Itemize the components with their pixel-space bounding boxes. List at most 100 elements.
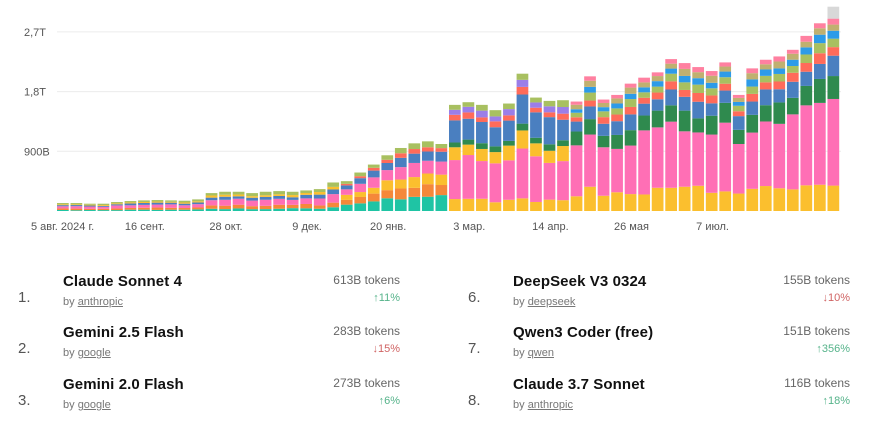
bar-segment [611, 121, 623, 135]
bar-stack[interactable] [692, 67, 705, 211]
bar-segment [570, 196, 583, 211]
bar-segment [530, 143, 542, 157]
model-row-3[interactable]: 3. Gemini 2.0 Flash by google 273B token… [18, 376, 408, 426]
bar-stack[interactable] [286, 191, 299, 211]
bar-stack[interactable] [476, 104, 488, 211]
bar-stack[interactable] [597, 99, 610, 211]
model-row-7[interactable]: 7. Qwen3 Coder (free) by qwen 151B token… [468, 324, 858, 374]
bar-stack[interactable] [111, 202, 123, 211]
bar-stack[interactable] [205, 193, 218, 211]
bar-stack[interactable] [151, 200, 164, 211]
bar-stack[interactable] [503, 103, 515, 211]
bar-stack[interactable] [219, 191, 231, 211]
bar-segment [219, 191, 231, 195]
model-row-8[interactable]: 8. Claude 3.7 Sonnet by anthropic 116B t… [468, 376, 858, 426]
bar-segment [503, 145, 515, 161]
model-name[interactable]: Gemini 2.0 Flash [63, 376, 184, 393]
bar-stack[interactable] [421, 141, 434, 211]
bar-stack[interactable] [543, 100, 556, 211]
bar-stack[interactable] [124, 201, 137, 211]
bar-stack[interactable] [97, 203, 110, 211]
bar-segment [611, 134, 623, 149]
bar-stack[interactable] [57, 203, 69, 211]
bar-stack[interactable] [570, 101, 583, 211]
bar-stack[interactable] [313, 189, 326, 211]
bar-stack[interactable] [813, 23, 826, 211]
bar-stack[interactable] [84, 203, 96, 211]
bar-segment [408, 177, 421, 188]
bar-segment [584, 76, 596, 81]
bar-stack[interactable] [340, 181, 353, 211]
bar-stack[interactable] [367, 164, 380, 211]
bar-stack[interactable] [354, 172, 367, 211]
bar-stack[interactable] [557, 100, 569, 211]
bar-stack[interactable] [232, 191, 245, 211]
bar-stack[interactable] [705, 71, 718, 211]
bar-stack[interactable] [759, 59, 772, 211]
bar-stack[interactable] [719, 62, 732, 211]
bar-stack[interactable] [624, 83, 637, 211]
model-author-link[interactable]: qwen [527, 347, 554, 359]
bar-stack[interactable] [192, 199, 204, 211]
bar-segment [530, 137, 542, 144]
bar-stack[interactable] [489, 110, 502, 211]
bar-stack[interactable] [381, 155, 394, 211]
bar-stack[interactable] [462, 102, 475, 211]
bar-stack[interactable] [259, 191, 272, 211]
bar-segment [70, 210, 83, 211]
model-name[interactable]: Gemini 2.5 Flash [63, 324, 184, 341]
bar-stack[interactable] [273, 191, 285, 211]
bar-stack[interactable] [449, 104, 461, 211]
bar-stack[interactable] [678, 63, 691, 211]
model-name[interactable]: DeepSeek V3 0324 [513, 273, 647, 290]
bar-segment [692, 84, 705, 93]
model-name[interactable]: Qwen3 Coder (free) [513, 324, 654, 341]
model-name[interactable]: Claude Sonnet 4 [63, 273, 183, 290]
token-usage-chart: 900B 1,8T 2,7T 5 авг. 2024 г. 16 сент. 28 ок… [24, 6, 841, 233]
bar-stack[interactable] [786, 49, 799, 211]
bar-stack[interactable] [530, 97, 542, 211]
bar-segment [300, 190, 313, 193]
bar-segment [611, 98, 623, 104]
bar-stack[interactable] [300, 190, 313, 211]
bar-stack[interactable] [435, 144, 448, 211]
bar-stack[interactable] [516, 73, 529, 211]
model-author-link[interactable]: anthropic [77, 296, 123, 308]
bar-stack[interactable] [651, 72, 664, 211]
bar-segment [192, 207, 204, 210]
bar-segment [178, 205, 191, 209]
bar-stack[interactable] [394, 147, 407, 211]
model-author-link[interactable]: anthropic [527, 399, 573, 411]
model-row-2[interactable]: 2. Gemini 2.5 Flash by google 283B token… [18, 324, 408, 374]
bar-stack[interactable] [732, 94, 745, 211]
bar-stack[interactable] [246, 193, 258, 211]
bar-segment [354, 172, 367, 177]
bar-segment [327, 194, 340, 203]
bar-stack-group [57, 6, 840, 211]
bar-stack[interactable] [746, 68, 759, 211]
bar-stack[interactable] [70, 203, 83, 211]
bar-stack[interactable] [165, 200, 177, 211]
bar-stack[interactable] [327, 182, 340, 211]
model-name[interactable]: Claude 3.7 Sonnet [513, 376, 645, 393]
model-author-link[interactable]: google [77, 399, 111, 411]
model-author-link[interactable]: google [77, 347, 111, 359]
model-row-6[interactable]: 6. DeepSeek V3 0324 by deepseek 155B tok… [468, 273, 858, 323]
bar-segment [530, 156, 542, 202]
bar-stack[interactable] [827, 6, 840, 211]
bar-segment [692, 67, 705, 73]
bar-segment [705, 82, 718, 89]
bar-segment [516, 73, 529, 80]
bar-stack[interactable] [638, 77, 650, 211]
model-row-1[interactable]: 1. Claude Sonnet 4 by anthropic 613B tok… [18, 273, 408, 323]
bar-stack[interactable] [178, 200, 191, 211]
model-author-link[interactable]: deepseek [527, 296, 576, 308]
bar-stack[interactable] [408, 143, 421, 211]
bar-segment [70, 208, 83, 211]
bar-stack[interactable] [665, 59, 677, 211]
bar-stack[interactable] [773, 56, 786, 211]
bar-stack[interactable] [611, 94, 623, 211]
bar-stack[interactable] [138, 200, 150, 211]
bar-stack[interactable] [800, 35, 813, 211]
bar-stack[interactable] [584, 76, 596, 211]
